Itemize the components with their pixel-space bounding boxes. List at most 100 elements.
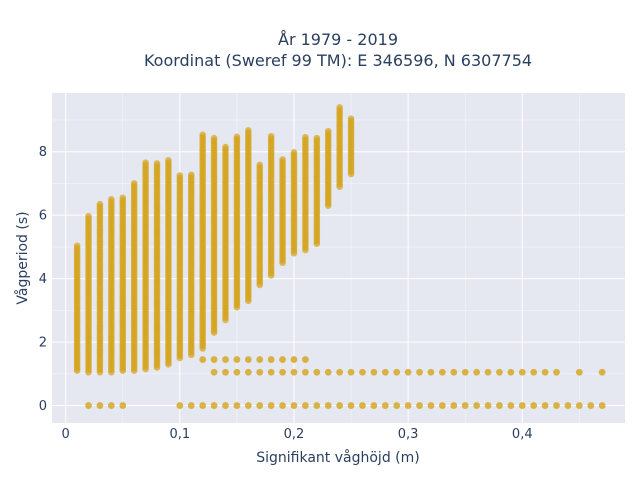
data-point: [301, 356, 309, 363]
data-point: [518, 368, 526, 376]
data-point: [256, 402, 264, 409]
data-point: [575, 402, 583, 409]
data-point: [496, 368, 503, 376]
data-point: [564, 402, 572, 409]
data-point: [336, 104, 343, 111]
data-point: [176, 402, 184, 409]
data-point: [279, 402, 286, 409]
data-point: [256, 161, 264, 169]
data-point: [381, 368, 389, 376]
data-point: [324, 402, 332, 409]
data-point: [473, 402, 481, 409]
data-point: [256, 356, 264, 363]
data-point: [302, 133, 309, 141]
data-point: [507, 402, 515, 409]
data-point: [199, 402, 207, 409]
data-point: [165, 156, 172, 164]
data-point: [313, 134, 321, 142]
data-point: [404, 402, 412, 409]
data-point: [370, 402, 378, 409]
data-point: [176, 172, 184, 179]
data-point: [324, 368, 332, 376]
data-point: [461, 402, 469, 409]
data-point: [427, 402, 435, 409]
data-point: [416, 402, 423, 409]
y-axis-label: Vågperiod (s): [14, 211, 31, 304]
data-point: [450, 368, 458, 376]
data-point: [484, 368, 492, 376]
data-point: [438, 368, 446, 376]
data-point: [142, 159, 149, 166]
data-point: [244, 356, 252, 363]
data-point: [279, 368, 286, 376]
data-point: [587, 402, 595, 409]
data-point: [370, 368, 378, 376]
data-point: [233, 133, 241, 141]
y-tick-label: 6: [39, 209, 47, 224]
chart-title-line1: År 1979 - 2019: [278, 30, 398, 49]
data-point: [244, 402, 252, 409]
data-point: [210, 368, 218, 376]
x-tick-label: 0,4: [512, 427, 533, 442]
data-point: [416, 368, 423, 376]
data-point: [313, 368, 321, 376]
data-point: [496, 402, 503, 409]
data-point: [233, 368, 241, 376]
data-point: [484, 402, 492, 409]
x-axis-ticks: 0 0,1 0,2 0,3 0,4: [62, 427, 533, 442]
data-point: [393, 368, 401, 376]
data-point: [210, 356, 218, 363]
data-point: [541, 402, 549, 409]
data-point: [461, 368, 469, 376]
data-point: [267, 402, 275, 409]
data-point: [427, 368, 435, 376]
data-point: [347, 115, 355, 123]
data-point: [233, 356, 241, 363]
data-point: [530, 368, 538, 376]
y-tick-label: 0: [39, 399, 47, 414]
data-point: [210, 134, 218, 142]
data-point: [187, 402, 195, 409]
data-point: [359, 368, 366, 376]
data-point: [553, 402, 560, 409]
data-point: [119, 194, 127, 202]
data-point: [267, 132, 275, 140]
data-point: [290, 402, 298, 409]
chart-title-line2: Koordinat (Sweref 99 TM): E 346596, N 63…: [144, 51, 532, 70]
data-point: [73, 242, 81, 250]
data-point: [450, 402, 458, 409]
data-point: [541, 368, 549, 376]
data-point: [85, 212, 92, 220]
data-point: [553, 368, 560, 376]
data-point: [108, 196, 115, 203]
data-point: [107, 402, 115, 409]
y-axis-ticks: 0 2 4 6 8: [39, 145, 47, 414]
data-point: [267, 368, 275, 376]
data-point: [575, 368, 583, 376]
data-point: [290, 368, 298, 376]
y-tick-label: 8: [39, 145, 47, 160]
data-point: [279, 356, 286, 363]
data-point: [404, 368, 412, 376]
x-axis-label: Signifikant våghöjd (m): [256, 449, 419, 466]
data-point: [347, 402, 355, 409]
data-point: [301, 402, 309, 409]
data-point: [381, 402, 389, 409]
data-points: [73, 104, 606, 409]
y-tick-label: 2: [39, 336, 47, 351]
data-point: [290, 149, 298, 156]
data-point: [518, 402, 526, 409]
x-tick-label: 0: [62, 427, 70, 442]
data-point: [130, 180, 138, 187]
data-point: [598, 368, 606, 376]
y-tick-label: 4: [39, 272, 47, 287]
data-point: [245, 127, 252, 134]
data-point: [324, 127, 332, 135]
data-point: [438, 402, 446, 409]
data-point: [336, 368, 344, 376]
data-point: [290, 356, 298, 363]
data-point: [222, 368, 229, 376]
data-point: [313, 402, 321, 409]
data-point: [85, 402, 92, 409]
